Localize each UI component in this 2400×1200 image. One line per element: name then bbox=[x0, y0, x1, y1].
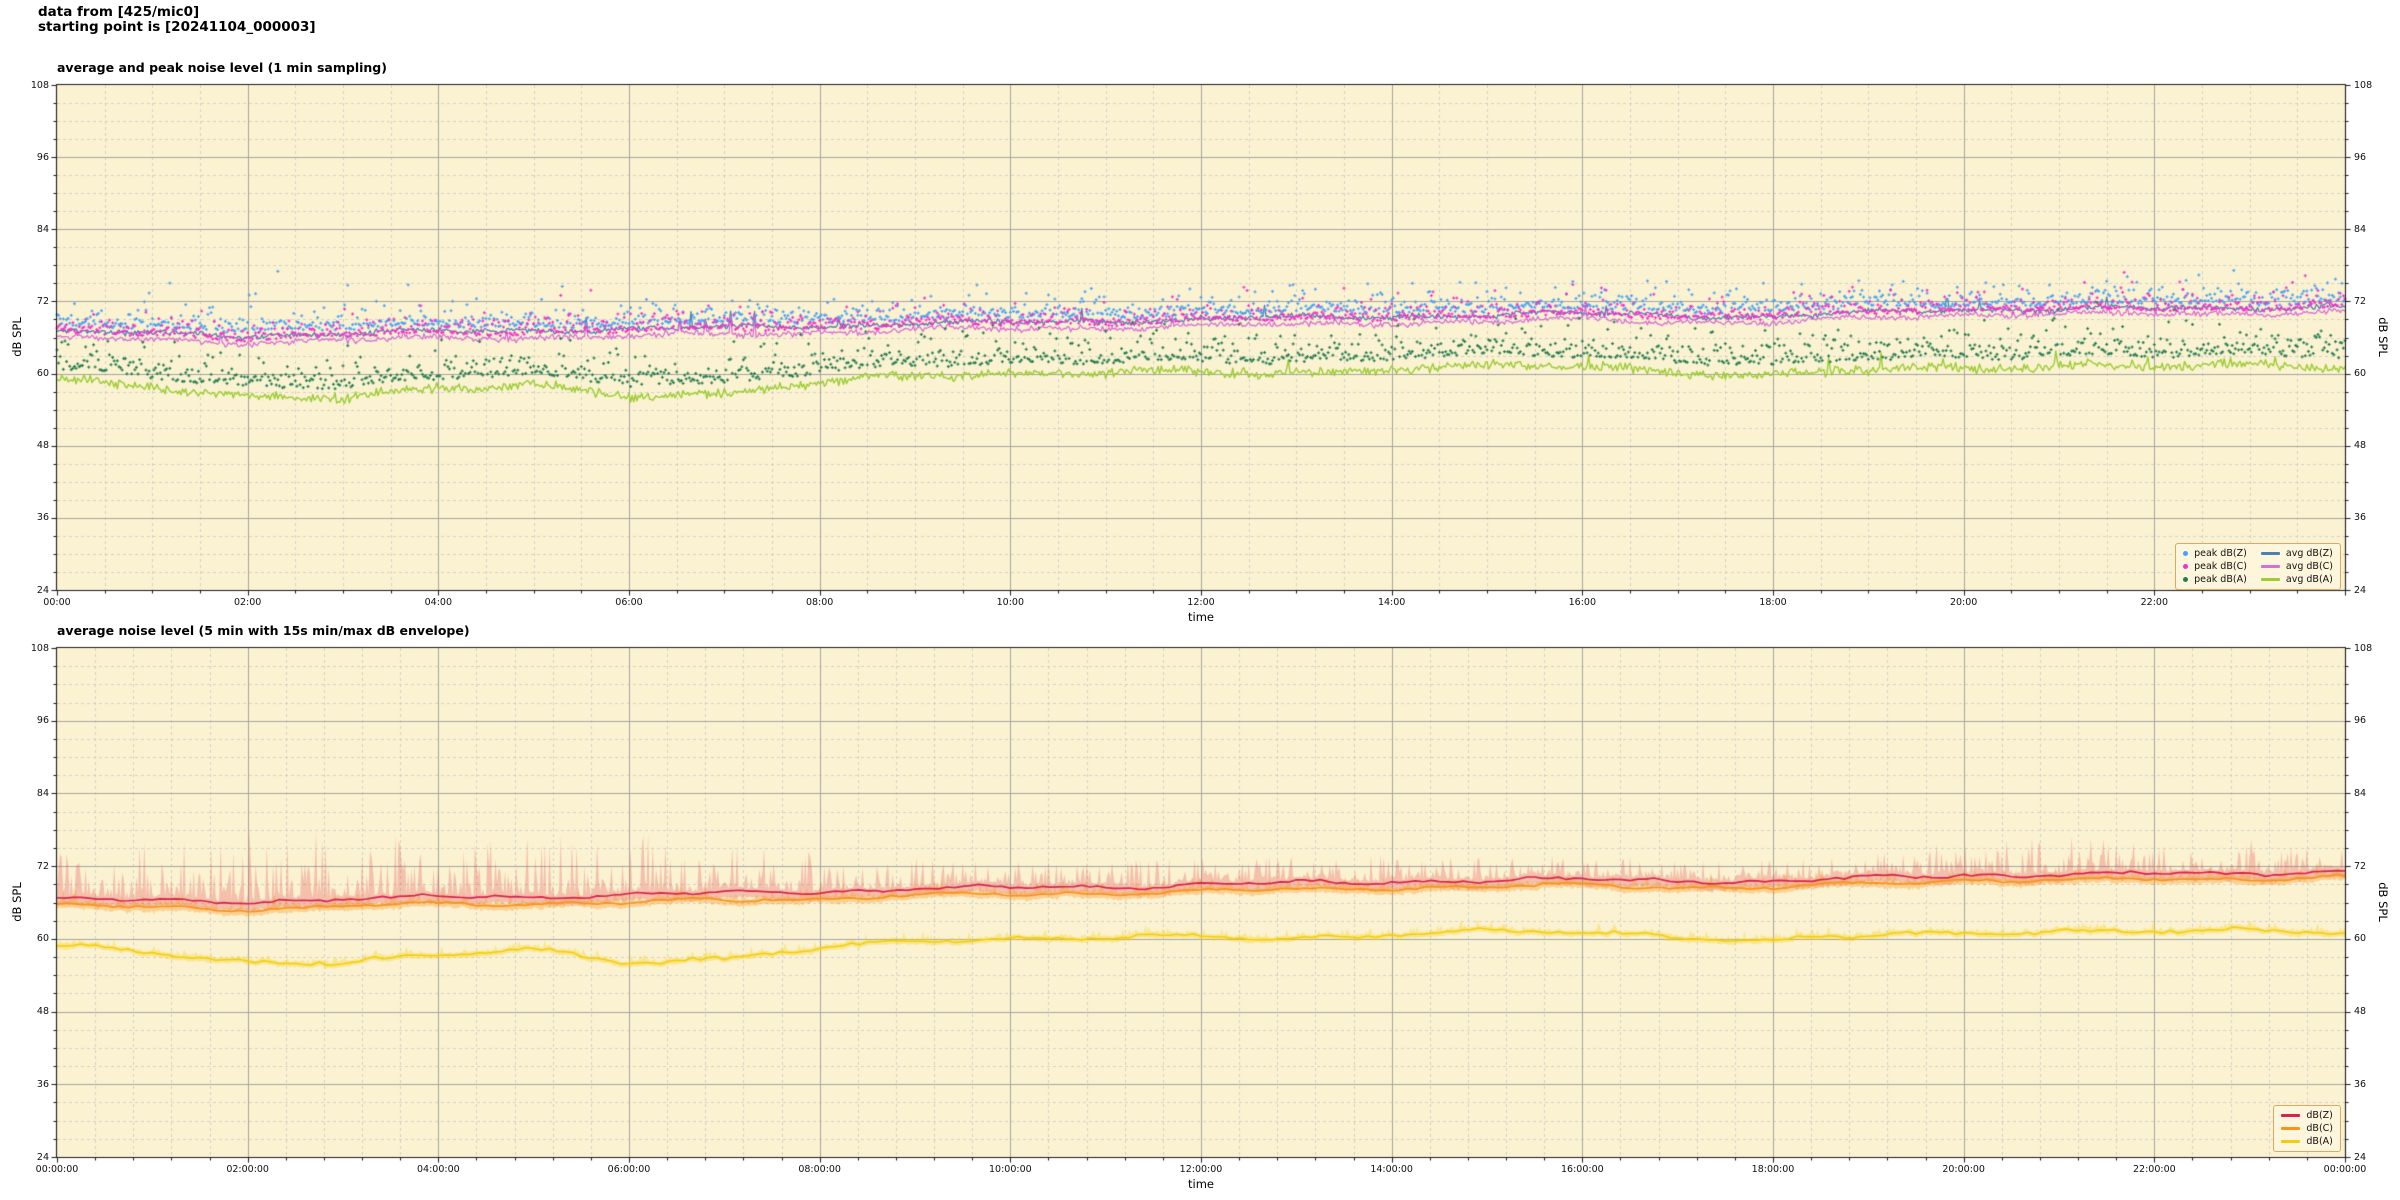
line-marker-icon bbox=[2260, 564, 2280, 569]
legend-label: dB(Z) bbox=[2306, 1110, 2333, 1121]
legend-entry: dB(C) bbox=[2281, 1122, 2333, 1135]
x-tick-label: 02:00:00 bbox=[226, 1164, 269, 1175]
line-marker-icon bbox=[2260, 551, 2280, 556]
legend-label: peak dB(A) bbox=[2194, 574, 2247, 585]
y-tick-label-right: 72 bbox=[2354, 295, 2367, 307]
legend-entry: dB(A) bbox=[2281, 1135, 2333, 1148]
x-tick-label: 10:00:00 bbox=[988, 1164, 1032, 1175]
x-tick-label: 00:00:00 bbox=[35, 1164, 79, 1175]
x-tick-label: 16:00 bbox=[1568, 597, 1597, 608]
legend-entry: avg dB(C) bbox=[2260, 560, 2333, 573]
y-tick-label-left: 24 bbox=[36, 584, 49, 596]
legend-entry: dB(Z) bbox=[2281, 1109, 2333, 1122]
y-tick-label-right: 36 bbox=[2354, 512, 2367, 524]
y-tick-label-right: 84 bbox=[2354, 787, 2367, 799]
x-tick-label: 00:00 bbox=[43, 597, 71, 608]
x-tick-label: 04:00 bbox=[424, 597, 453, 608]
y-tick-label-left: 72 bbox=[36, 860, 49, 872]
x-tick-label: 20:00:00 bbox=[1942, 1164, 1985, 1175]
y-tick-label-left: 36 bbox=[36, 512, 49, 524]
x-tick-label: 10:00 bbox=[996, 597, 1025, 608]
legend-entry: avg dB(Z) bbox=[2260, 547, 2333, 560]
y-tick-label-right: 96 bbox=[2354, 151, 2367, 163]
header-line-1: data from [425/mic0] bbox=[38, 4, 200, 20]
x-tick-label: 02:00 bbox=[233, 597, 262, 608]
y-tick-label-left: 96 bbox=[36, 151, 49, 163]
y-tick-label-left: 60 bbox=[36, 368, 49, 380]
legend-label: avg dB(C) bbox=[2285, 561, 2333, 572]
y-tick-label-right: 72 bbox=[2354, 860, 2367, 872]
y-tick-label-left: 24 bbox=[36, 1151, 49, 1163]
y-tick-label-right: 60 bbox=[2354, 368, 2367, 380]
dot-marker-icon bbox=[2183, 564, 2189, 569]
line-marker-icon bbox=[2281, 1126, 2301, 1131]
legend-label: dB(C) bbox=[2306, 1123, 2333, 1134]
x-tick-label: 14:00 bbox=[1377, 597, 1406, 608]
y-tick-label-left: 48 bbox=[36, 440, 49, 452]
legend-label: dB(A) bbox=[2306, 1136, 2333, 1147]
chart1-plot-canvas bbox=[51, 79, 2351, 596]
x-tick-label: 08:00 bbox=[805, 597, 834, 608]
y-tick-label-left: 84 bbox=[36, 223, 49, 235]
legend-label: avg dB(Z) bbox=[2285, 548, 2333, 559]
chart1-ylabel-right: dB SPL bbox=[2376, 317, 2390, 357]
y-tick-label-right: 108 bbox=[2354, 79, 2373, 91]
chart1-legend: peak dB(Z) peak dB(C) peak dB(A) avg dB(Z) a… bbox=[2175, 543, 2341, 590]
line-marker-icon bbox=[2281, 1139, 2301, 1144]
y-tick-label-left: 48 bbox=[36, 1006, 49, 1018]
x-tick-label: 16:00:00 bbox=[1560, 1164, 1604, 1175]
dot-marker-icon bbox=[2183, 577, 2189, 582]
y-tick-label-right: 108 bbox=[2354, 642, 2373, 654]
chart2-title: average noise level (5 min with 15s min/… bbox=[57, 623, 470, 638]
y-tick-label-left: 108 bbox=[30, 642, 49, 654]
y-tick-label-right: 24 bbox=[2354, 1151, 2367, 1163]
y-tick-label-right: 24 bbox=[2354, 584, 2367, 596]
chart2-plot-canvas bbox=[51, 642, 2351, 1163]
x-tick-label: 12:00:00 bbox=[1179, 1164, 1223, 1175]
legend-label: peak dB(C) bbox=[2194, 561, 2247, 572]
chart2-ylabel-right: dB SPL bbox=[2376, 882, 2390, 922]
line-marker-icon bbox=[2260, 577, 2280, 582]
x-tick-label: 06:00:00 bbox=[607, 1164, 651, 1175]
x-tick-label: 06:00 bbox=[615, 597, 643, 608]
legend-entry: avg dB(A) bbox=[2260, 573, 2333, 586]
y-tick-label-right: 48 bbox=[2354, 1006, 2367, 1018]
legend-entry: peak dB(Z) bbox=[2183, 547, 2247, 560]
legend-label: avg dB(A) bbox=[2285, 574, 2333, 585]
legend-entry: peak dB(C) bbox=[2183, 560, 2247, 573]
y-tick-label-left: 60 bbox=[36, 933, 49, 945]
y-tick-label-right: 48 bbox=[2354, 440, 2367, 452]
chart1-ylabel-left: dB SPL bbox=[10, 317, 24, 357]
x-tick-label: 14:00:00 bbox=[1370, 1164, 1413, 1175]
chart1-xlabel: time bbox=[1188, 610, 1214, 624]
y-tick-label-left: 108 bbox=[30, 79, 49, 91]
x-tick-label: 22:00 bbox=[2140, 597, 2169, 608]
x-tick-label: 00:00:00 bbox=[2323, 1164, 2367, 1175]
x-tick-label: 08:00:00 bbox=[798, 1164, 841, 1175]
dot-marker-icon bbox=[2183, 551, 2189, 556]
chart2-legend: dB(Z) dB(C) dB(A) bbox=[2273, 1105, 2341, 1152]
chart2-ylabel-left: dB SPL bbox=[10, 882, 24, 922]
chart2-xlabel: time bbox=[1188, 1177, 1214, 1191]
y-tick-label-left: 96 bbox=[36, 715, 49, 727]
x-tick-label: 04:00:00 bbox=[416, 1164, 460, 1175]
x-tick-label: 12:00 bbox=[1187, 597, 1215, 608]
y-tick-label-right: 60 bbox=[2354, 933, 2367, 945]
y-tick-label-right: 36 bbox=[2354, 1078, 2367, 1090]
y-tick-label-left: 84 bbox=[36, 787, 49, 799]
x-tick-label: 22:00:00 bbox=[2132, 1164, 2176, 1175]
chart1-title: average and peak noise level (1 min samp… bbox=[57, 60, 387, 75]
legend-label: peak dB(Z) bbox=[2194, 548, 2247, 559]
x-tick-label: 20:00 bbox=[1949, 597, 1978, 608]
y-tick-label-left: 36 bbox=[36, 1078, 49, 1090]
y-tick-label-right: 96 bbox=[2354, 715, 2367, 727]
x-tick-label: 18:00 bbox=[1759, 597, 1787, 608]
line-marker-icon bbox=[2281, 1113, 2301, 1118]
y-tick-label-right: 84 bbox=[2354, 223, 2367, 235]
x-tick-label: 18:00:00 bbox=[1751, 1164, 1795, 1175]
legend-entry: peak dB(A) bbox=[2183, 573, 2247, 586]
header-line-2: starting point is [20241104_000003] bbox=[38, 19, 316, 35]
y-tick-label-left: 72 bbox=[36, 295, 49, 307]
